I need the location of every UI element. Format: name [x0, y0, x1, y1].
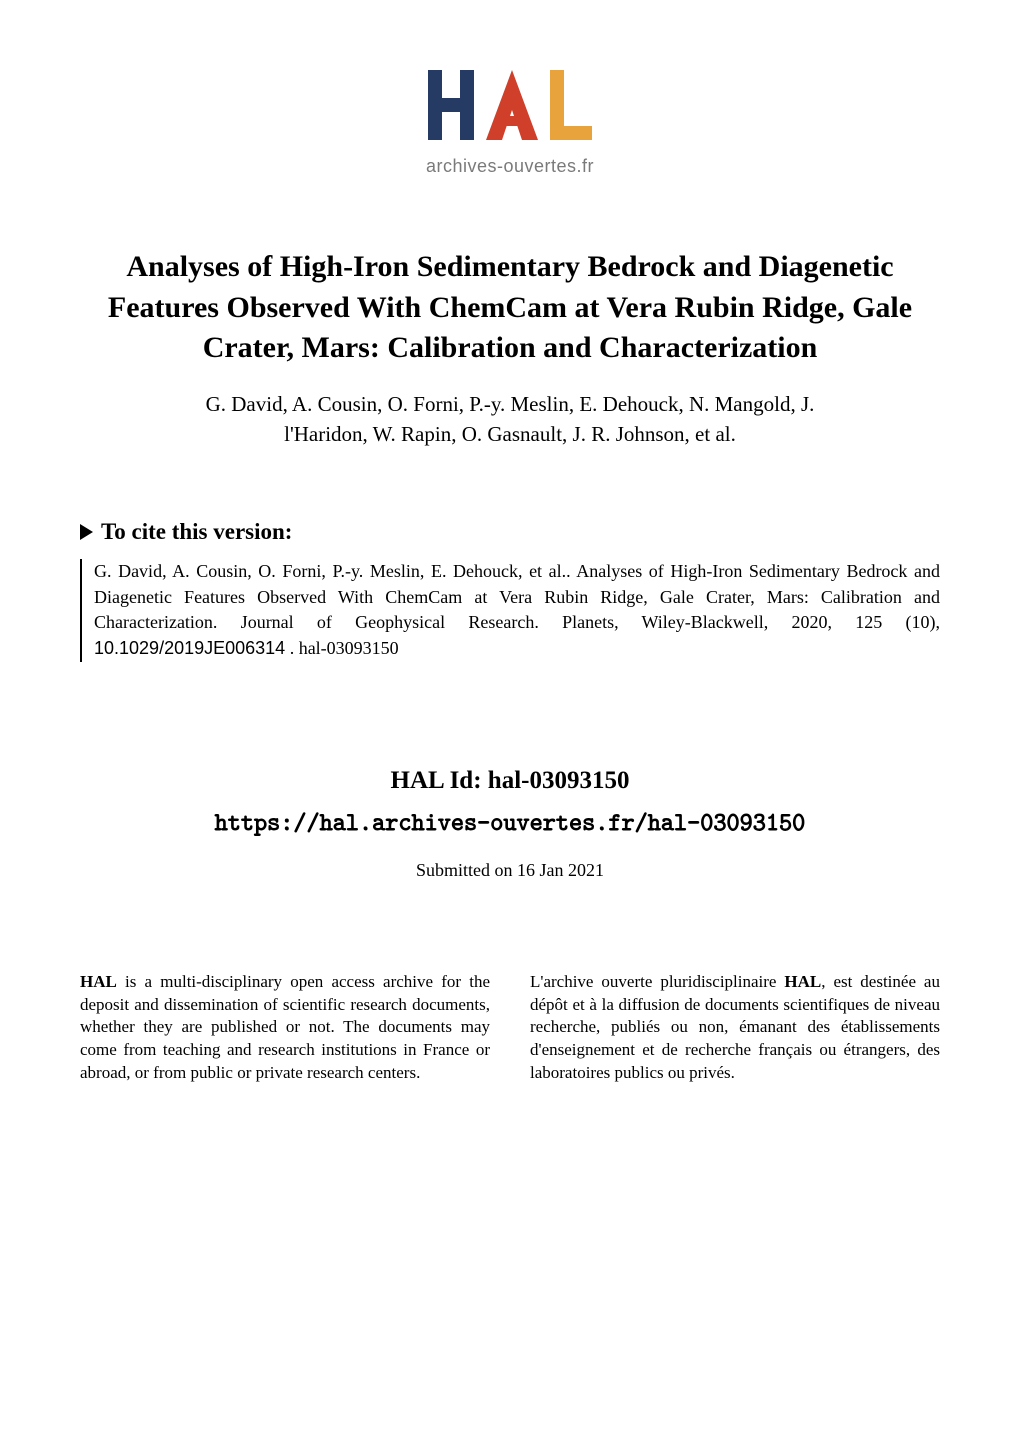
- hal-id: HAL Id: hal-03093150: [80, 767, 940, 795]
- footer-col-right: L'archive ouverte pluridisciplinaire HAL…: [530, 971, 940, 1086]
- footer-col-left: HAL is a multi-disciplinary open access …: [80, 971, 490, 1086]
- cite-heading-row: To cite this version:: [80, 519, 940, 545]
- cite-heading: To cite this version:: [101, 519, 292, 545]
- authors-line-1: G. David, A. Cousin, O. Forni, P.-y. Mes…: [206, 392, 815, 416]
- cite-body: G. David, A. Cousin, O. Forni, P.-y. Mes…: [80, 559, 940, 661]
- paper-title: Analyses of High-Iron Sedimentary Bedroc…: [80, 247, 940, 369]
- footer-left-bold: HAL: [80, 972, 117, 991]
- footer-right-pre: L'archive ouverte pluridisciplinaire: [530, 972, 784, 991]
- hal-logo-text: archives-ouvertes.fr: [420, 156, 600, 177]
- footer-left-text: is a multi-disciplinary open access arch…: [80, 972, 490, 1083]
- paper-authors: G. David, A. Cousin, O. Forni, P.-y. Mes…: [80, 389, 940, 450]
- footer-right-bold: HAL: [784, 972, 821, 991]
- authors-line-2: l'Haridon, W. Rapin, O. Gasnault, J. R. …: [284, 422, 736, 446]
- triangle-right-icon: [80, 524, 93, 540]
- submitted-date: Submitted on 16 Jan 2021: [80, 860, 940, 881]
- hal-logo-mark: [420, 60, 600, 150]
- cite-section: To cite this version: G. David, A. Cousi…: [80, 519, 940, 661]
- cite-doi: 10.1029/2019JE006314: [94, 638, 285, 658]
- hal-id-block: HAL Id: hal-03093150 https://hal.archive…: [80, 767, 940, 838]
- hal-logo-block: archives-ouvertes.fr: [80, 60, 940, 177]
- hal-logo: archives-ouvertes.fr: [420, 60, 600, 177]
- title-block: Analyses of High-Iron Sedimentary Bedroc…: [80, 247, 940, 449]
- hal-url: https://hal.archives-ouvertes.fr/hal-030…: [80, 805, 940, 838]
- cite-text-post: . hal-03093150: [285, 638, 398, 658]
- footer-columns: HAL is a multi-disciplinary open access …: [80, 971, 940, 1086]
- cite-text-pre: G. David, A. Cousin, O. Forni, P.-y. Mes…: [94, 561, 940, 632]
